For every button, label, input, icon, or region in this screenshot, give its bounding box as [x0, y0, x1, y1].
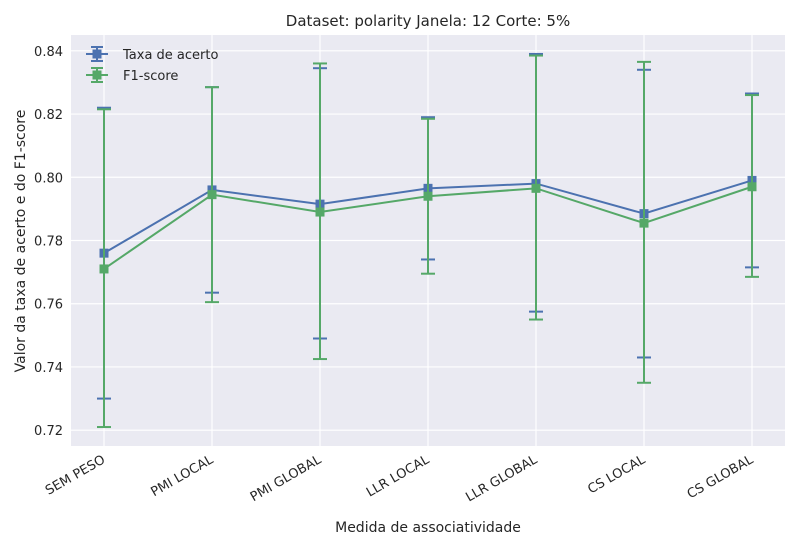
- y-tick-label: 0.80: [34, 171, 63, 186]
- legend-item: F1-score: [86, 67, 178, 84]
- x-axis-label: Medida de associatividade: [335, 520, 521, 536]
- y-tick-label: 0.72: [34, 424, 63, 439]
- data-point: [531, 183, 541, 193]
- y-ticks: 0.72 0.74 0.76 0.78 0.80 0.82 0.84: [34, 45, 63, 439]
- data-point: [99, 264, 109, 274]
- legend-marker: [92, 49, 102, 59]
- series-layer: [97, 52, 759, 429]
- legend-item: Taxa de acerto: [86, 46, 218, 63]
- legend-label: Taxa de acerto: [122, 48, 218, 63]
- y-tick-label: 0.76: [34, 298, 63, 313]
- y-tick-label: 0.78: [34, 235, 63, 250]
- data-point: [747, 182, 757, 192]
- y-tick-label: 0.82: [34, 108, 63, 123]
- chart-title: Dataset: polarity Janela: 12 Corte: 5%: [286, 12, 570, 30]
- series-2: [97, 54, 759, 429]
- legend: Taxa de acerto F1-score: [86, 46, 218, 84]
- y-tick-label: 0.74: [34, 361, 63, 376]
- legend-label: F1-score: [123, 69, 178, 84]
- data-point: [423, 191, 433, 201]
- data-point: [315, 207, 325, 217]
- y-axis-label: Valor da taxa de acerto e do F1-score: [13, 110, 29, 373]
- data-point: [207, 190, 217, 200]
- legend-marker: [92, 70, 102, 80]
- data-point: [639, 218, 649, 228]
- y-tick-label: 0.84: [34, 45, 63, 60]
